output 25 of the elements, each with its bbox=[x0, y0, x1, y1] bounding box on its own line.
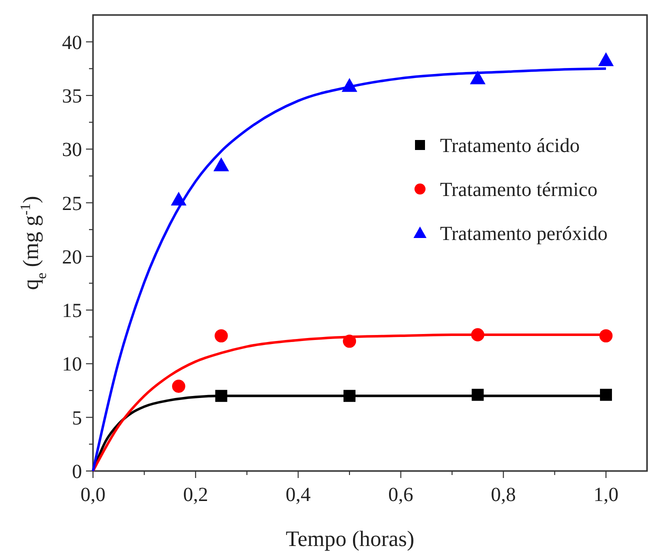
y-tick-label: 5 bbox=[72, 407, 82, 430]
y-tick-label: 15 bbox=[62, 300, 82, 322]
x-tick-label: 0,6 bbox=[388, 484, 414, 506]
point bbox=[470, 70, 486, 84]
y-tick-label: 0 bbox=[72, 461, 82, 483]
point bbox=[172, 380, 186, 393]
y-tick-label: 40 bbox=[62, 32, 82, 54]
point bbox=[598, 52, 614, 66]
point bbox=[213, 157, 230, 172]
y-tick-label: 35 bbox=[62, 85, 82, 108]
legend-label: Tratamento térmico bbox=[440, 179, 598, 201]
x-axis-title: Tempo (horas) bbox=[286, 526, 414, 551]
x-tick-label: 0,4 bbox=[286, 484, 311, 506]
point bbox=[600, 388, 612, 401]
y-tick-label: 20 bbox=[62, 246, 82, 268]
y-tick-label: 25 bbox=[62, 192, 82, 215]
x-tick-label: 0,0 bbox=[80, 484, 106, 506]
y-tick-label: 30 bbox=[62, 139, 82, 162]
x-tick-label: 0,8 bbox=[490, 484, 516, 506]
x-tick-label: 1,0 bbox=[593, 484, 618, 506]
x-tick-label: 0,2 bbox=[183, 484, 208, 506]
legend-label: Tratamento peróxido bbox=[440, 223, 608, 245]
legend-label: Tratamento ácido bbox=[440, 135, 580, 157]
y-tick-label: 10 bbox=[62, 354, 82, 376]
point bbox=[214, 329, 228, 342]
